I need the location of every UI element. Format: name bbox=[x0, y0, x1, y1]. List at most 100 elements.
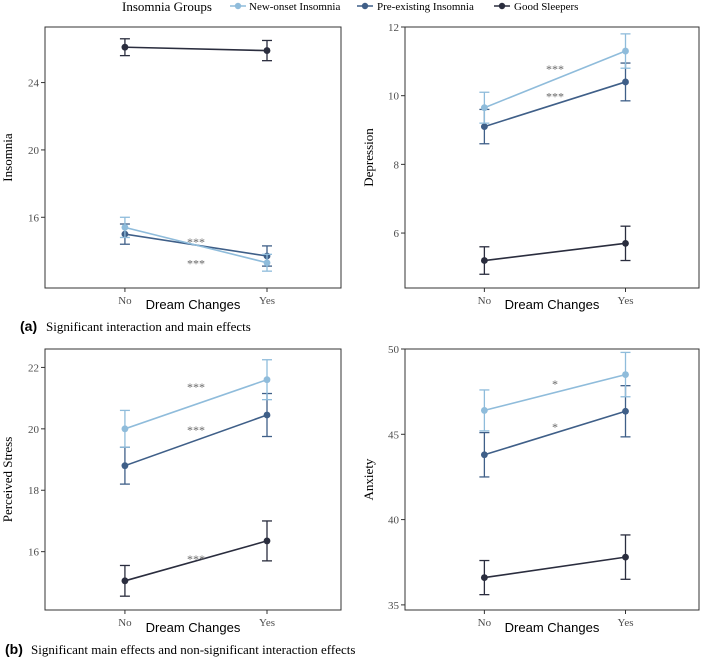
y-tick-label: 35 bbox=[388, 600, 400, 612]
y-tick-label: 20 bbox=[28, 424, 40, 436]
x-tick-label: No bbox=[118, 295, 132, 307]
plot-frame bbox=[44, 348, 342, 611]
significance-label: *** bbox=[546, 90, 564, 104]
legend: Insomnia Groups New-onset Insomnia Pre-e… bbox=[122, 0, 578, 14]
significance-label: *** bbox=[187, 257, 205, 271]
x-tick-label: Yes bbox=[617, 617, 633, 629]
legend-marker bbox=[498, 2, 506, 10]
panel-depression: 6 8 10 12 No Yes Dream Changes Depression *** *** bbox=[361, 22, 700, 312]
y-axis-title: Insomnia bbox=[0, 133, 15, 182]
data-point bbox=[480, 257, 488, 264]
legend-entry-new-onset: New-onset Insomnia bbox=[230, 1, 340, 13]
y-tick-label: 16 bbox=[28, 547, 40, 559]
data-point bbox=[480, 104, 488, 112]
data-point bbox=[622, 47, 629, 55]
significance-label: *** bbox=[187, 423, 205, 437]
y-tick-label: 10 bbox=[388, 91, 400, 103]
data-point bbox=[622, 78, 629, 86]
legend-label-pre-existing: Pre-existing Insomnia bbox=[377, 1, 474, 13]
plot-frame bbox=[404, 26, 700, 289]
plot-frame bbox=[404, 348, 700, 611]
data-point bbox=[121, 577, 129, 585]
series-line bbox=[124, 378, 268, 430]
legend-title: Insomnia Groups bbox=[122, 0, 212, 14]
y-tick-label: 20 bbox=[28, 145, 40, 157]
series-line bbox=[484, 81, 626, 128]
legend-label-good-sleepers: Good Sleepers bbox=[514, 1, 578, 13]
data-point bbox=[263, 537, 271, 545]
significance-label: * bbox=[552, 377, 558, 391]
y-tick-label: 22 bbox=[28, 362, 39, 374]
series-new-onset-insomnia bbox=[479, 351, 631, 432]
y-tick-label: 50 bbox=[388, 344, 400, 356]
data-point bbox=[622, 553, 629, 561]
caption-a: (a) Significant interaction and main eff… bbox=[20, 318, 251, 334]
data-point bbox=[263, 411, 271, 419]
y-tick-label: 40 bbox=[388, 515, 400, 527]
data-point bbox=[121, 43, 129, 51]
y-axis-title: Depression bbox=[361, 128, 376, 187]
series-good-sleepers bbox=[119, 520, 272, 597]
x-tick-label: Yes bbox=[259, 617, 275, 629]
data-point bbox=[622, 371, 629, 378]
series-line bbox=[484, 242, 626, 262]
series-line bbox=[484, 410, 626, 456]
y-axis-title: Anxiety bbox=[361, 458, 376, 500]
x-axis-title: Dream Changes bbox=[146, 297, 241, 312]
significance-label: * bbox=[552, 420, 558, 434]
y-tick-label: 16 bbox=[28, 212, 40, 224]
data-point bbox=[480, 123, 488, 130]
caption-b: (b) Significant main effects and non-sig… bbox=[5, 641, 355, 657]
series-pre-existing-insomnia bbox=[119, 392, 272, 485]
data-point bbox=[480, 574, 488, 581]
legend-entry-pre-existing: Pre-existing Insomnia bbox=[357, 1, 474, 13]
y-axis-title: Perceived Stress bbox=[0, 437, 15, 523]
significance-label: *** bbox=[187, 235, 205, 249]
panel-anxiety: 35 40 45 50 No Yes Dream Changes Anxiety * * bbox=[361, 344, 700, 635]
x-axis-title: Dream Changes bbox=[146, 620, 241, 635]
legend-label-new-onset: New-onset Insomnia bbox=[249, 1, 340, 13]
series-good-sleepers bbox=[479, 225, 631, 275]
data-point bbox=[121, 462, 129, 470]
series-good-sleepers bbox=[119, 38, 272, 62]
y-tick-label: 24 bbox=[28, 78, 40, 90]
series-pre-existing-insomnia bbox=[479, 385, 631, 478]
x-tick-label: No bbox=[118, 617, 132, 629]
data-point bbox=[263, 376, 271, 384]
legend-marker bbox=[361, 2, 369, 10]
data-point bbox=[622, 239, 629, 247]
y-tick-label: 45 bbox=[388, 429, 400, 441]
panel-insomnia: 16 20 24 No Yes Dream Changes Insomnia *** *** bbox=[0, 26, 342, 312]
data-point bbox=[622, 407, 629, 415]
series-line bbox=[124, 46, 268, 52]
x-tick-label: Yes bbox=[259, 295, 275, 307]
data-point bbox=[263, 259, 271, 267]
legend-marker bbox=[234, 2, 242, 10]
legend-entry-good-sleepers: Good Sleepers bbox=[494, 1, 578, 13]
series-line bbox=[124, 540, 268, 582]
x-tick-label: No bbox=[478, 617, 492, 629]
data-point bbox=[263, 47, 271, 54]
significance-label: *** bbox=[187, 380, 205, 394]
x-axis-title: Dream Changes bbox=[505, 620, 600, 635]
caption-b-text: Significant main effects and non-signifi… bbox=[31, 642, 355, 657]
data-point bbox=[121, 223, 129, 231]
series-line bbox=[124, 226, 268, 264]
significance-label: *** bbox=[546, 62, 564, 76]
data-point bbox=[480, 407, 488, 414]
caption-b-tag: (b) bbox=[5, 641, 23, 657]
y-tick-label: 18 bbox=[28, 485, 40, 497]
series-new-onset-insomnia bbox=[119, 359, 272, 448]
series-line bbox=[484, 556, 626, 579]
series-line bbox=[484, 50, 626, 109]
series-new-onset-insomnia bbox=[119, 216, 272, 272]
y-tick-label: 8 bbox=[394, 159, 400, 171]
series-new-onset-insomnia bbox=[479, 33, 631, 124]
series-line bbox=[124, 414, 268, 467]
panel-perceived-stress: 16 18 20 22 No Yes Dream Changes Perceived Stre… bbox=[0, 348, 342, 635]
caption-a-text: Significant interaction and main effects bbox=[46, 319, 251, 334]
series-line bbox=[484, 373, 626, 412]
data-point bbox=[121, 425, 129, 433]
significance-label: *** bbox=[187, 552, 205, 566]
caption-a-tag: (a) bbox=[20, 318, 37, 334]
